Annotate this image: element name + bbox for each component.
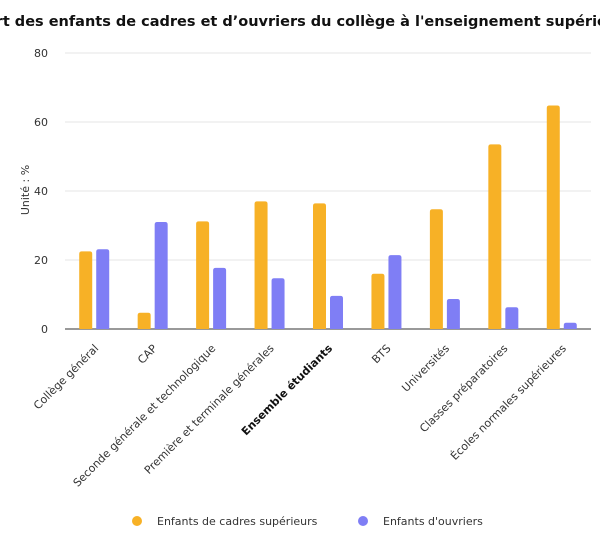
x-category-label-5: BTS [369, 342, 393, 366]
bar-series1-4 [313, 203, 326, 329]
bar-series1-5 [371, 273, 385, 329]
bar-series2-8 [563, 322, 577, 329]
x-category-label-3: Première et terminale générales [142, 342, 277, 477]
gridlines [65, 52, 591, 330]
bar-series1-6 [429, 209, 443, 329]
y-axis-label: Unité : % [19, 165, 32, 215]
legend-label-1: Enfants de cadres supérieurs [157, 515, 318, 528]
x-category-label-1: CAP [135, 342, 160, 367]
bar-series2-6 [446, 298, 460, 329]
x-category-label-8: Écoles normales supérieures [448, 342, 569, 463]
bars [79, 105, 577, 329]
chart-title: Part des enfants de cadres et d’ouvriers… [0, 14, 600, 30]
bar-series2-3 [271, 278, 285, 329]
bar-series2-0 [96, 249, 110, 329]
bar-series1-7 [488, 144, 502, 329]
y-tick-label-0: 0 [41, 323, 48, 336]
bar-series1-0 [79, 251, 93, 329]
bar-series1-1 [137, 312, 151, 329]
bar-series2-5 [388, 255, 402, 329]
y-tick-label-20: 20 [34, 254, 48, 267]
bar-series2-1 [154, 222, 168, 329]
bar-series2-4 [330, 295, 343, 329]
legend-label-2: Enfants d'ouvriers [383, 515, 483, 528]
legend-marker-1 [132, 516, 142, 526]
bar-series2-2 [213, 267, 227, 329]
y-tick-label-40: 40 [34, 185, 48, 198]
bar-series1-2 [196, 221, 210, 329]
y-tick-label-60: 60 [34, 116, 48, 129]
bar-series1-3 [254, 201, 268, 329]
y-axis-ticks: 0 20 40 60 80 [34, 47, 48, 336]
y-tick-label-80: 80 [34, 47, 48, 60]
bar-series1-8 [546, 105, 560, 329]
x-category-label-6: Universités [399, 342, 452, 395]
legend-marker-2 [358, 516, 368, 526]
x-category-label-0: Collège général [31, 342, 101, 412]
legend: Enfants de cadres supérieurs Enfants d'ou… [132, 515, 483, 528]
bar-series2-7 [505, 307, 519, 329]
